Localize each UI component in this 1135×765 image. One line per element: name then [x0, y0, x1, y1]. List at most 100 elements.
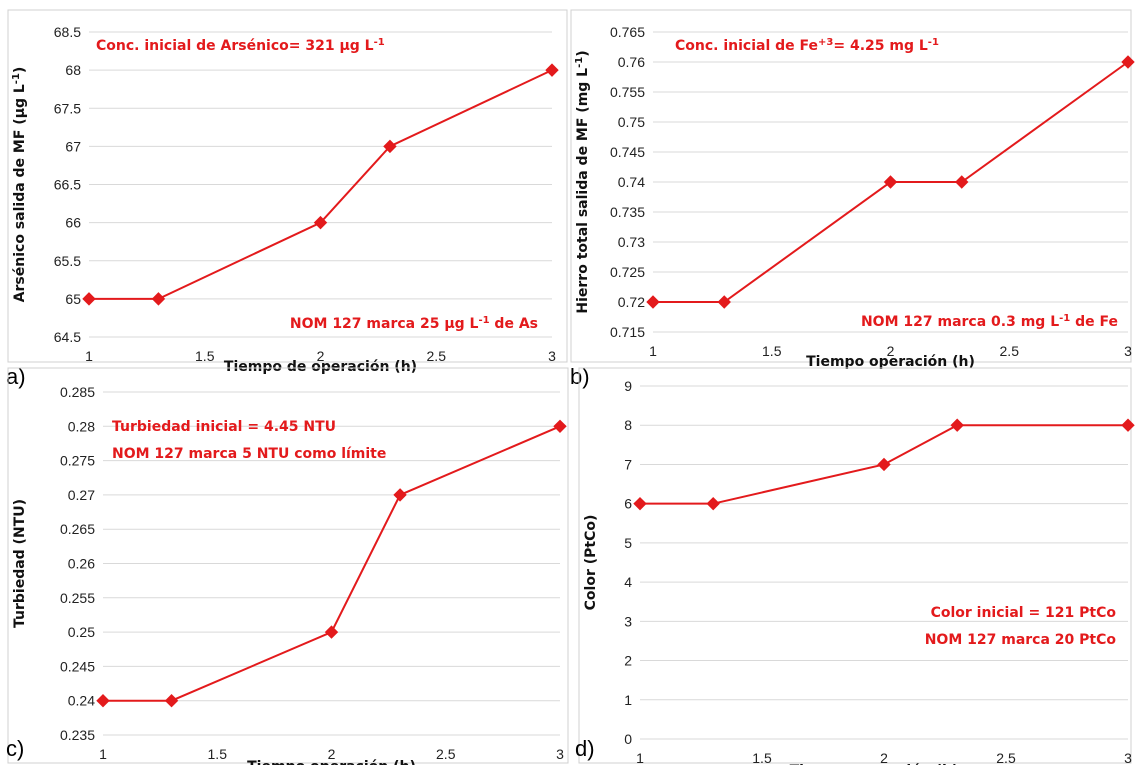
x-tick-label: 1 — [85, 348, 93, 364]
x-tick-label: 1.5 — [762, 343, 782, 359]
y-tick-label: 67.5 — [54, 100, 81, 116]
y-tick-label: 65 — [65, 291, 81, 307]
y-tick-label: 66.5 — [54, 177, 81, 193]
data-point-marker — [151, 292, 166, 306]
data-point-marker — [955, 175, 969, 189]
x-axis-title: Tiempo operación (h) — [790, 763, 959, 765]
data-point-marker — [313, 215, 328, 230]
y-tick-label: 67 — [65, 138, 81, 154]
data-point-marker — [950, 418, 964, 432]
data-point-marker — [393, 488, 407, 502]
y-tick-label: 0.765 — [610, 24, 645, 40]
chart-panel-1: 64.5 65 65.5 66 66.5 67 67.5 68 68.5 1 1.5 2 2.5 3 Tie… — [6, 9, 568, 389]
data-point-marker — [717, 295, 731, 309]
y-tick-label: 0.24 — [68, 693, 95, 709]
y-tick-label: 0.76 — [618, 54, 645, 70]
y-tick-label: 6 — [624, 496, 632, 512]
y-tick-label: 2 — [624, 653, 632, 669]
y-tick-label: 1 — [624, 692, 632, 708]
y-axis-title: Hierro total salida de MF (mg L-1) — [574, 50, 592, 313]
y-tick-label: 0.27 — [68, 487, 95, 503]
data-point-marker — [1121, 55, 1135, 69]
x-tick-label: 1 — [649, 343, 657, 359]
y-tick-label: 9 — [624, 378, 632, 394]
y-tick-label: 0.75 — [618, 114, 645, 130]
x-tick-label: 3 — [556, 746, 564, 762]
annotation-text: Color inicial = 121 PtCo — [931, 605, 1117, 621]
x-tick-label: 2.5 — [436, 746, 456, 762]
y-tick-label: 0.715 — [610, 324, 645, 340]
y-tick-label: 0.285 — [60, 384, 95, 400]
chart-panel-3: 0.235 0.24 0.245 0.25 0.255 0.26 0.265 0.27 0.27… — [6, 367, 569, 765]
y-tick-label: 0.265 — [60, 521, 95, 537]
x-tick-label: 1 — [636, 750, 644, 765]
data-point-marker — [164, 693, 179, 708]
y-tick-label: 0.755 — [610, 84, 645, 100]
panel-frame — [7, 367, 569, 764]
y-tick-label: 0.245 — [60, 658, 95, 674]
y-tick-label: 4 — [624, 574, 632, 590]
y-tick-label: 0.72 — [618, 294, 645, 310]
data-point-marker — [646, 295, 660, 309]
data-point-marker — [706, 496, 720, 511]
x-tick-label: 1.5 — [195, 348, 215, 364]
x-tick-label: 2 — [328, 746, 336, 762]
annotation-text: NOM 127 marca 5 NTU como límite — [112, 446, 386, 462]
y-tick-label: 5 — [624, 535, 632, 551]
x-tick-label: 2 — [317, 348, 325, 364]
panel-frame — [570, 9, 1132, 363]
data-point-marker — [553, 419, 567, 434]
x-tick-label: 2 — [880, 750, 888, 765]
y-tick-label: 68 — [65, 62, 81, 78]
chart-panel-2: 0.715 0.72 0.725 0.73 0.735 0.74 0.745 0.75 0.75… — [570, 9, 1135, 389]
x-axis-title: Tiempo operación (h) — [247, 759, 416, 765]
x-axis-title: Tiempo operación (h) — [806, 354, 975, 370]
y-tick-label: 66 — [65, 215, 81, 231]
y-tick-label: 7 — [624, 456, 632, 472]
panel-frame — [7, 9, 568, 363]
y-tick-label: 0 — [624, 731, 632, 747]
x-axis-title: Tiempo de operación (h) — [224, 359, 417, 375]
y-tick-label: 0.255 — [60, 590, 95, 606]
y-tick-label: 3 — [624, 613, 632, 629]
annotation-text: NOM 127 marca 25 μg L-1 de As — [290, 315, 538, 333]
y-tick-label: 0.725 — [610, 264, 645, 280]
annotation-text: Conc. inicial de Fe+3= 4.25 mg L-1 — [675, 37, 939, 55]
x-tick-label: 1.5 — [208, 746, 228, 762]
y-tick-label: 0.735 — [610, 204, 645, 220]
data-point-marker — [883, 175, 898, 189]
x-tick-label: 2 — [887, 343, 895, 359]
y-tick-label: 0.28 — [68, 418, 95, 434]
y-tick-label: 64.5 — [54, 329, 81, 345]
y-tick-label: 0.73 — [618, 234, 645, 250]
annotation-text: NOM 127 marca 20 PtCo — [925, 632, 1117, 648]
y-tick-label: 65.5 — [54, 253, 81, 269]
data-point-marker — [96, 693, 110, 708]
y-tick-label: 8 — [624, 417, 632, 433]
data-point-marker — [82, 292, 96, 306]
y-tick-label: 68.5 — [54, 24, 81, 40]
y-tick-label: 0.25 — [68, 624, 95, 640]
y-tick-label: 0.26 — [68, 556, 95, 572]
panel-letter: a) — [6, 364, 26, 389]
data-point-marker — [324, 625, 339, 639]
y-axis-title: Color (PtCo) — [583, 515, 599, 611]
y-tick-label: 0.235 — [60, 727, 95, 743]
data-point-marker — [633, 496, 647, 511]
x-tick-label: 3 — [1124, 750, 1132, 765]
x-tick-label: 2.5 — [996, 750, 1016, 765]
panel-letter: d) — [575, 736, 595, 761]
data-point-marker — [1121, 418, 1135, 432]
y-axis-title: Turbiedad (NTU) — [12, 499, 28, 628]
x-tick-label: 3 — [1124, 343, 1132, 359]
x-tick-label: 1 — [99, 746, 107, 762]
y-axis-title: Arsénico salida de MF (μg L-1) — [11, 67, 29, 303]
annotation-text: NOM 127 marca 0.3 mg L-1 de Fe — [861, 313, 1118, 331]
x-tick-label: 2.5 — [1000, 343, 1020, 359]
data-point-marker — [383, 139, 397, 154]
y-tick-label: 0.745 — [610, 144, 645, 160]
data-point-marker — [545, 63, 559, 77]
y-tick-label: 0.74 — [618, 174, 645, 190]
